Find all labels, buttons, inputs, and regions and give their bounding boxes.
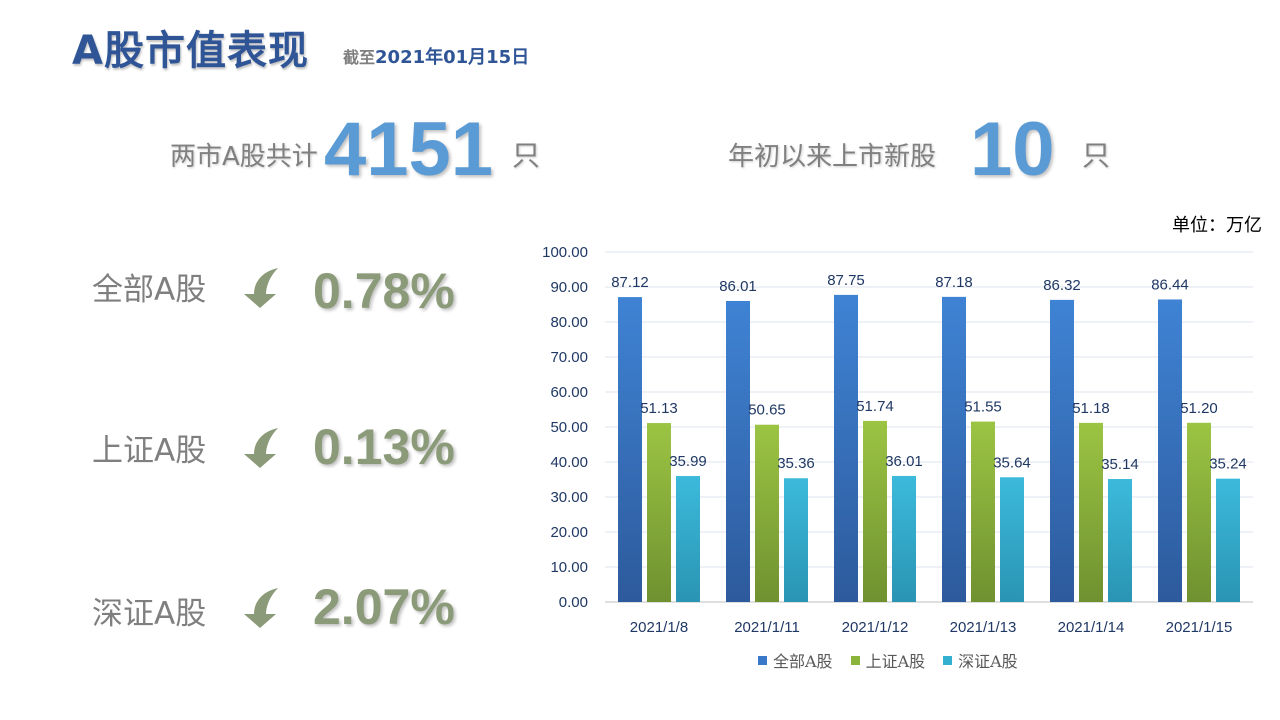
unit-note: 单位：万亿: [1172, 215, 1262, 236]
bar: [1079, 422, 1103, 602]
bar: [1187, 422, 1211, 602]
x-tick-label: 2021/1/13: [950, 619, 1017, 636]
market-cap-bar-chart: 0.00 10.00 20.00 30.00 40.00 50.00 60.00 70.00 8…: [542, 244, 1253, 636]
data-label: 51.20: [1180, 400, 1218, 417]
new-listings-unit: 只: [1082, 139, 1111, 172]
page-title: A股市值表现: [72, 28, 309, 74]
index-label-sh: 上证A股: [92, 433, 207, 469]
legend-item: 上证A股: [850, 648, 926, 672]
data-label: 35.99: [669, 453, 707, 470]
index-label-all: 全部A股: [92, 272, 207, 308]
data-label: 86.44: [1151, 276, 1189, 293]
x-tick-label: 2021/1/8: [630, 619, 688, 636]
chart-legend: 全部A股 上证A股 深证A股: [758, 648, 1018, 672]
y-tick-label: 90.00: [550, 279, 588, 296]
y-tick-label: 70.00: [550, 349, 588, 366]
data-label: 86.32: [1043, 277, 1081, 294]
bar: [784, 478, 808, 602]
y-tick-label: 50.00: [550, 419, 588, 436]
y-tick-label: 10.00: [550, 559, 588, 576]
as-of-prefix: 截至: [343, 48, 376, 67]
data-label: 87.18: [935, 274, 973, 291]
data-label: 87.12: [611, 274, 649, 291]
data-label: 87.75: [827, 272, 865, 289]
data-label: 35.64: [993, 454, 1031, 471]
bar: [1050, 299, 1074, 602]
legend-swatch: [943, 655, 953, 665]
legend-swatch: [758, 655, 767, 665]
x-tick-label: 2021/1/15: [1166, 619, 1233, 636]
bar: [1000, 477, 1024, 602]
data-label: 50.65: [748, 402, 786, 419]
data-label: 51.55: [964, 399, 1002, 416]
bar: [942, 296, 966, 602]
as-of-date: 截至2021年01月15日: [343, 43, 529, 69]
y-tick-label: 100.00: [542, 244, 588, 261]
data-label: 35.14: [1101, 456, 1139, 473]
x-tick-label: 2021/1/11: [734, 619, 800, 636]
legend-label: 深证A股: [958, 652, 1018, 671]
bar: [863, 420, 887, 602]
bar: [618, 297, 642, 602]
legend-label: 上证A股: [865, 652, 926, 671]
x-tick-label: 2021/1/12: [842, 619, 909, 636]
legend-label: 全部A股: [773, 652, 833, 671]
total-stocks-label: 两市A股共计: [170, 142, 318, 172]
new-listings-value: 10: [970, 107, 1055, 192]
bar: [1108, 479, 1132, 602]
bar: [676, 476, 700, 602]
bar: [726, 300, 750, 602]
bar: [1216, 478, 1240, 602]
index-change-sz: 2.07%: [313, 579, 455, 635]
as-of-date-value: 2021年01月15日: [375, 47, 530, 68]
y-tick-label: 20.00: [550, 524, 588, 541]
bar: [834, 294, 858, 602]
bar: [647, 423, 671, 602]
data-label: 51.18: [1072, 400, 1110, 417]
y-tick-label: 40.00: [550, 454, 588, 471]
data-label: 51.74: [856, 398, 894, 415]
bar: [1158, 299, 1182, 602]
y-tick-label: 80.00: [550, 314, 588, 331]
down-arrow-icon: [244, 588, 278, 628]
data-label: 51.13: [640, 400, 678, 417]
legend-swatch: [850, 655, 860, 665]
data-label: 35.24: [1209, 456, 1247, 473]
legend-item: 全部A股: [758, 648, 833, 672]
bar: [892, 475, 916, 602]
y-tick-label: 60.00: [550, 384, 588, 401]
y-tick-label: 30.00: [550, 489, 588, 506]
index-change-all: 0.78%: [313, 263, 455, 319]
new-listings-label: 年初以来上市新股: [728, 142, 937, 172]
data-label: 86.01: [719, 278, 757, 295]
down-arrow-icon: [244, 268, 278, 308]
y-tick-label: 0.00: [559, 594, 588, 611]
index-change-sh: 0.13%: [313, 419, 455, 475]
bar: [971, 421, 995, 602]
x-tick-label: 2021/1/14: [1058, 619, 1125, 636]
bar: [755, 424, 779, 602]
down-arrow-icon: [244, 428, 278, 468]
data-label: 36.01: [885, 453, 923, 470]
data-label: 35.36: [777, 455, 815, 472]
index-label-sz: 深证A股: [92, 596, 207, 632]
total-stocks-unit: 只: [512, 139, 541, 172]
legend-item: 深证A股: [943, 648, 1018, 672]
total-stocks-value: 4151: [324, 107, 494, 192]
